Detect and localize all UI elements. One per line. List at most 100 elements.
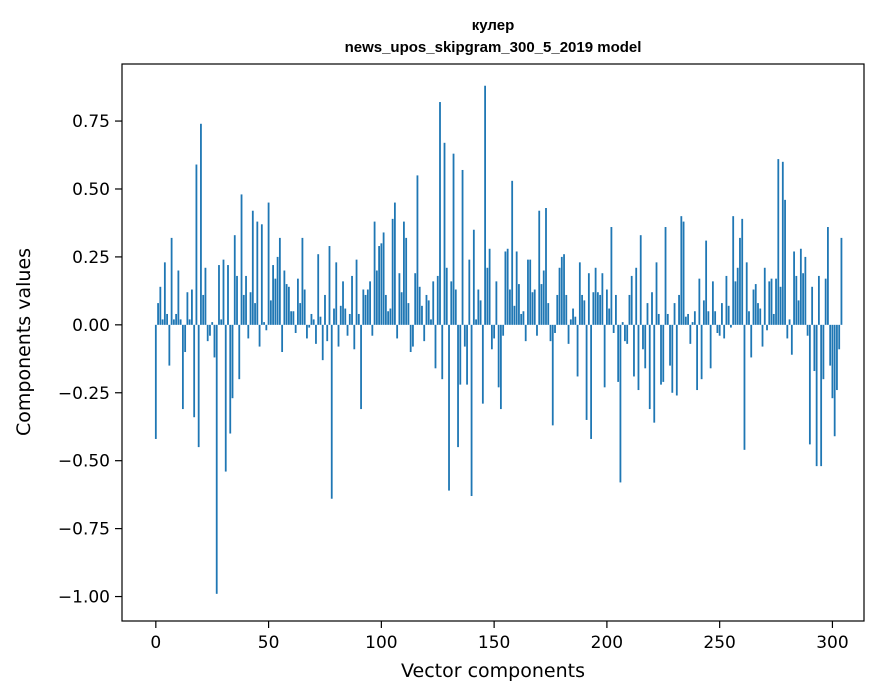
- bar-282: [790, 324, 793, 355]
- bar-91: [360, 324, 362, 410]
- bar-72: [317, 254, 320, 325]
- bar-101: [382, 232, 385, 325]
- bar-97: [373, 221, 376, 325]
- bar-41: [247, 324, 250, 339]
- bar-229: [671, 324, 674, 393]
- bar-203: [612, 324, 615, 333]
- bar-245: [707, 311, 710, 325]
- bar-155: [504, 251, 507, 325]
- bar-261: [743, 324, 746, 450]
- bar-173: [545, 208, 547, 325]
- bar-192: [587, 273, 590, 325]
- bar-304: [840, 237, 843, 325]
- bar-114: [412, 324, 414, 347]
- bar-115: [414, 273, 417, 325]
- bar-246: [709, 324, 712, 369]
- bar-53: [274, 278, 277, 325]
- bar-268: [759, 308, 762, 325]
- bar-1: [157, 303, 159, 325]
- bar-207: [621, 322, 624, 325]
- bar-56: [281, 324, 284, 353]
- bar-78: [330, 324, 333, 499]
- bar-47: [260, 224, 263, 325]
- bar-194: [592, 292, 595, 325]
- bar-299: [829, 324, 832, 366]
- bar-100: [380, 243, 383, 325]
- y-tick-label-1: 0.50: [72, 180, 110, 200]
- bar-254: [727, 305, 730, 325]
- bar-145: [481, 324, 484, 404]
- bar-39: [242, 294, 245, 325]
- bar-84: [344, 308, 347, 325]
- bar-37: [238, 324, 241, 380]
- bar-212: [633, 324, 635, 377]
- bar-138: [466, 324, 468, 385]
- bar-19: [197, 324, 200, 448]
- bar-176: [551, 324, 554, 426]
- bar-102: [384, 294, 387, 325]
- bar-112: [407, 303, 410, 325]
- bar-66: [303, 289, 306, 325]
- bar-137: [463, 324, 466, 347]
- bar-65: [301, 237, 304, 325]
- bar-232: [678, 294, 680, 325]
- bar-58: [285, 284, 288, 325]
- bar-267: [757, 303, 759, 325]
- bar-9: [175, 313, 178, 325]
- bar-290: [808, 324, 811, 445]
- bar-121: [427, 300, 430, 325]
- bar-122: [430, 319, 432, 325]
- bar-273: [770, 278, 773, 325]
- bar-179: [558, 267, 561, 325]
- bar-287: [802, 273, 804, 325]
- x-tick-label-150: 150: [478, 633, 510, 653]
- bar-236: [687, 313, 689, 325]
- bar-252: [723, 324, 726, 339]
- bar-221: [653, 324, 656, 423]
- bar-286: [799, 248, 802, 325]
- bar-10: [177, 270, 180, 325]
- bar-113: [409, 324, 412, 353]
- bar-255: [730, 324, 732, 328]
- bar-160: [515, 251, 518, 325]
- bar-258: [736, 267, 739, 325]
- bar-40: [245, 275, 247, 325]
- bar-205: [617, 324, 620, 382]
- bar-303: [838, 324, 841, 350]
- bar-28: [218, 265, 220, 325]
- bar-265: [752, 289, 755, 325]
- bar-34: [231, 324, 234, 399]
- bar-119: [423, 324, 426, 342]
- x-axis-label: Vector components: [401, 660, 585, 682]
- bar-193: [590, 324, 592, 439]
- bar-87: [351, 275, 353, 325]
- bar-141: [472, 229, 475, 325]
- chart-title: кулер: [472, 17, 515, 34]
- bar-83: [342, 281, 344, 325]
- bar-16: [191, 289, 193, 325]
- bar-253: [725, 275, 728, 325]
- bar-44: [254, 303, 256, 325]
- bar-152: [497, 324, 500, 388]
- bar-49: [265, 324, 268, 331]
- x-tick-label-100: 100: [365, 633, 397, 653]
- bar-223: [657, 313, 660, 325]
- bar-74: [321, 324, 324, 361]
- bar-259: [739, 237, 741, 325]
- bar-204: [615, 294, 617, 325]
- bar-262: [745, 262, 748, 325]
- bar-17: [193, 324, 196, 418]
- bar-36: [236, 275, 238, 325]
- bar-5: [166, 313, 168, 325]
- bar-151: [495, 281, 498, 325]
- bar-219: [648, 324, 651, 410]
- bar-57: [283, 270, 286, 325]
- y-tick-label-2: 0.25: [72, 248, 110, 268]
- bar-250: [718, 324, 721, 336]
- bar-276: [777, 159, 780, 325]
- bar-99: [378, 246, 380, 325]
- bar-21: [202, 294, 205, 325]
- bar-70: [312, 319, 315, 325]
- bar-266: [754, 284, 757, 325]
- bar-94: [366, 289, 369, 325]
